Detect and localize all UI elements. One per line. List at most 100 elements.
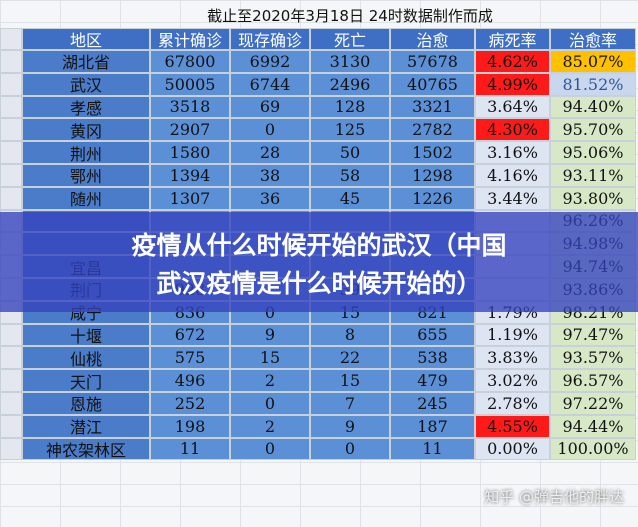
table-cell: 3518 (150, 95, 230, 119)
row-header (0, 72, 22, 96)
table-cell: 3321 (390, 95, 475, 119)
table-cell: 2782 (390, 118, 475, 142)
table-cell: 95.70% (550, 118, 636, 142)
table-cell: 2 (230, 414, 310, 438)
row-header (0, 164, 22, 187)
table-cell: 97.47% (550, 323, 636, 347)
table-cell: 2907 (150, 118, 230, 142)
banner-line: 疫情从什么时候开始的武汉（中国 (131, 231, 507, 260)
table-cell: 天门 (22, 369, 150, 392)
table-cell: 58 (310, 164, 390, 187)
row-header (0, 392, 22, 415)
table-cell: 93.57% (550, 346, 636, 370)
table-cell: 湖北省 (22, 50, 150, 73)
table-cell: 672 (150, 323, 230, 347)
table-cell: 恩施 (22, 392, 150, 415)
table-cell: 50 (310, 141, 390, 164)
table-cell: 8 (310, 323, 390, 347)
table-cell: 1307 (150, 186, 230, 210)
table-cell: 4.62% (475, 50, 550, 73)
table-cell: 3130 (310, 50, 390, 73)
table-cell: 1.19% (475, 323, 550, 347)
table-cell: 45 (310, 186, 390, 210)
table-cell: 1298 (390, 164, 475, 187)
table-cell: 85.07% (550, 50, 636, 73)
table-cell: 50005 (150, 72, 230, 96)
table-cell: 2496 (310, 72, 390, 96)
table-cell: 十堰 (22, 323, 150, 347)
table-cell: 93.11% (550, 164, 636, 187)
row-header (0, 437, 22, 461)
table-cell: 245 (390, 392, 475, 415)
table-cell: 57678 (390, 50, 475, 73)
table-cell: 随州 (22, 186, 150, 210)
column-header: 治愈 (390, 28, 475, 50)
table-cell: 荆州 (22, 141, 150, 164)
table-cell: 0 (310, 437, 390, 461)
table-cell: 鄂州 (22, 164, 150, 187)
table-cell: 252 (150, 392, 230, 415)
table-cell: 479 (390, 369, 475, 392)
table-cell: 1502 (390, 141, 475, 164)
table-cell: 4.16% (475, 164, 550, 187)
row-header (0, 50, 22, 73)
table-cell: 97.22% (550, 392, 636, 415)
table-cell: 15 (310, 369, 390, 392)
row-header (0, 346, 22, 370)
table-cell: 40765 (390, 72, 475, 96)
row-header (0, 369, 22, 392)
table-cell: 9 (230, 323, 310, 347)
table-cell: 4.30% (475, 118, 550, 142)
table-cell: 0 (230, 392, 310, 415)
row-header (0, 28, 22, 50)
table-cell: 575 (150, 346, 230, 370)
table-cell: 9 (310, 414, 390, 438)
row-header (0, 141, 22, 164)
row-header (0, 118, 22, 142)
row-header (0, 323, 22, 347)
table-cell: 655 (390, 323, 475, 347)
table-cell: 1394 (150, 164, 230, 187)
table-cell: 128 (310, 95, 390, 119)
table-cell: 3.16% (475, 141, 550, 164)
table-cell: 538 (390, 346, 475, 370)
table-cell: 198 (150, 414, 230, 438)
table-cell: 6992 (230, 50, 310, 73)
sheet-title: 截止至2020年3月18日 24时数据制作而成 (207, 7, 493, 25)
table-cell: 3.44% (475, 186, 550, 210)
table-cell: 11 (390, 437, 475, 461)
table-cell: 28 (230, 141, 310, 164)
table-cell: 0 (230, 437, 310, 461)
table-cell: 100.00% (550, 437, 636, 461)
table-cell: 125 (310, 118, 390, 142)
row-header (0, 95, 22, 119)
overlay-banner: 疫情从什么时候开始的武汉（中国 武汉疫情是什么时候开始的） (0, 212, 638, 312)
table-cell: 2 (230, 369, 310, 392)
table-cell: 武汉 (22, 72, 150, 96)
table-cell: 15 (230, 346, 310, 370)
table-cell: 187 (390, 414, 475, 438)
table-cell: 6744 (230, 72, 310, 96)
column-header: 地区 (22, 28, 150, 50)
banner-line: 武汉疫情是什么时候开始的） (156, 269, 482, 298)
table-cell: 0.00% (475, 437, 550, 461)
row-header (0, 186, 22, 210)
column-header: 现存确诊 (230, 28, 310, 50)
table-cell: 22 (310, 346, 390, 370)
table-cell: 仙桃 (22, 346, 150, 370)
table-cell: 3.02% (475, 369, 550, 392)
table-cell: 95.06% (550, 141, 636, 164)
table-cell: 96.57% (550, 369, 636, 392)
table-cell: 496 (150, 369, 230, 392)
table-cell: 11 (150, 437, 230, 461)
table-cell: 36 (230, 186, 310, 210)
table-cell: 黄冈 (22, 118, 150, 142)
table-cell: 3.83% (475, 346, 550, 370)
watermark: 知乎 @弹吉他的胖达 (484, 488, 624, 506)
table-cell: 3.64% (475, 95, 550, 119)
table-cell: 94.40% (550, 95, 636, 119)
column-header: 累计确诊 (150, 28, 230, 50)
table-cell: 81.52% (550, 72, 636, 96)
column-header: 治愈率 (550, 28, 636, 50)
